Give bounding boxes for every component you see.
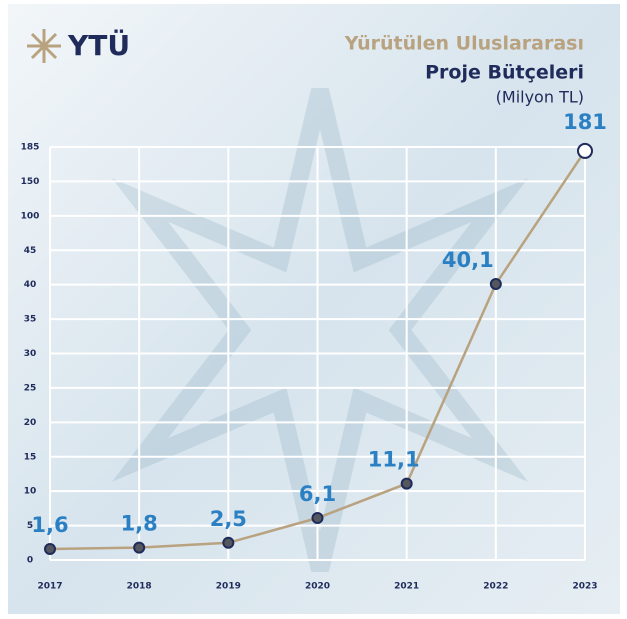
logo-mark (27, 29, 61, 63)
value-label: 1,8 (121, 512, 158, 536)
y-tick-label: 0 (27, 556, 33, 566)
x-tick-label: 2022 (483, 582, 508, 592)
y-tick-label: 40 (24, 280, 37, 290)
y-tick-label: 20 (24, 418, 37, 428)
point (222, 536, 235, 549)
value-label: 1,6 (31, 513, 68, 537)
value-label: 2,5 (210, 507, 247, 531)
y-tick-label: 150 (21, 177, 40, 187)
value-label: 181 (563, 110, 607, 134)
y-tick-label: 5 (27, 521, 33, 531)
x-tick-label: 2020 (305, 582, 330, 592)
chart-subtitle: Proje Bütçeleri (425, 62, 584, 84)
point (577, 142, 593, 159)
chart-title: Yürütülen Uluslararası (344, 33, 584, 55)
value-label: 6,1 (299, 482, 336, 506)
value-label: 11,1 (368, 448, 420, 472)
y-tick-label: 30 (24, 349, 37, 359)
y-tick-label: 35 (24, 315, 37, 325)
background (8, 4, 620, 614)
point (44, 542, 56, 555)
y-tick-label: 25 (24, 383, 37, 393)
y-tick-label: 15 (24, 452, 37, 462)
y-tick-label: 185 (21, 143, 40, 153)
point (489, 277, 502, 290)
point (311, 512, 324, 525)
x-tick-label: 2019 (216, 582, 241, 592)
y-tick-label: 10 (24, 487, 37, 497)
logo: YTÜ (67, 28, 130, 62)
point (133, 541, 146, 554)
x-tick-label: 2021 (394, 582, 419, 592)
value-label: 40,1 (442, 248, 494, 272)
unit-note: (Milyon TL) (496, 88, 584, 107)
y-tick-label: 45 (24, 246, 37, 256)
x-tick-label: 2017 (37, 582, 62, 592)
y-tick-label: 100 (21, 211, 40, 221)
point (400, 477, 413, 490)
x-tick-label: 2018 (127, 582, 152, 592)
x-tick-label: 2023 (572, 582, 597, 592)
